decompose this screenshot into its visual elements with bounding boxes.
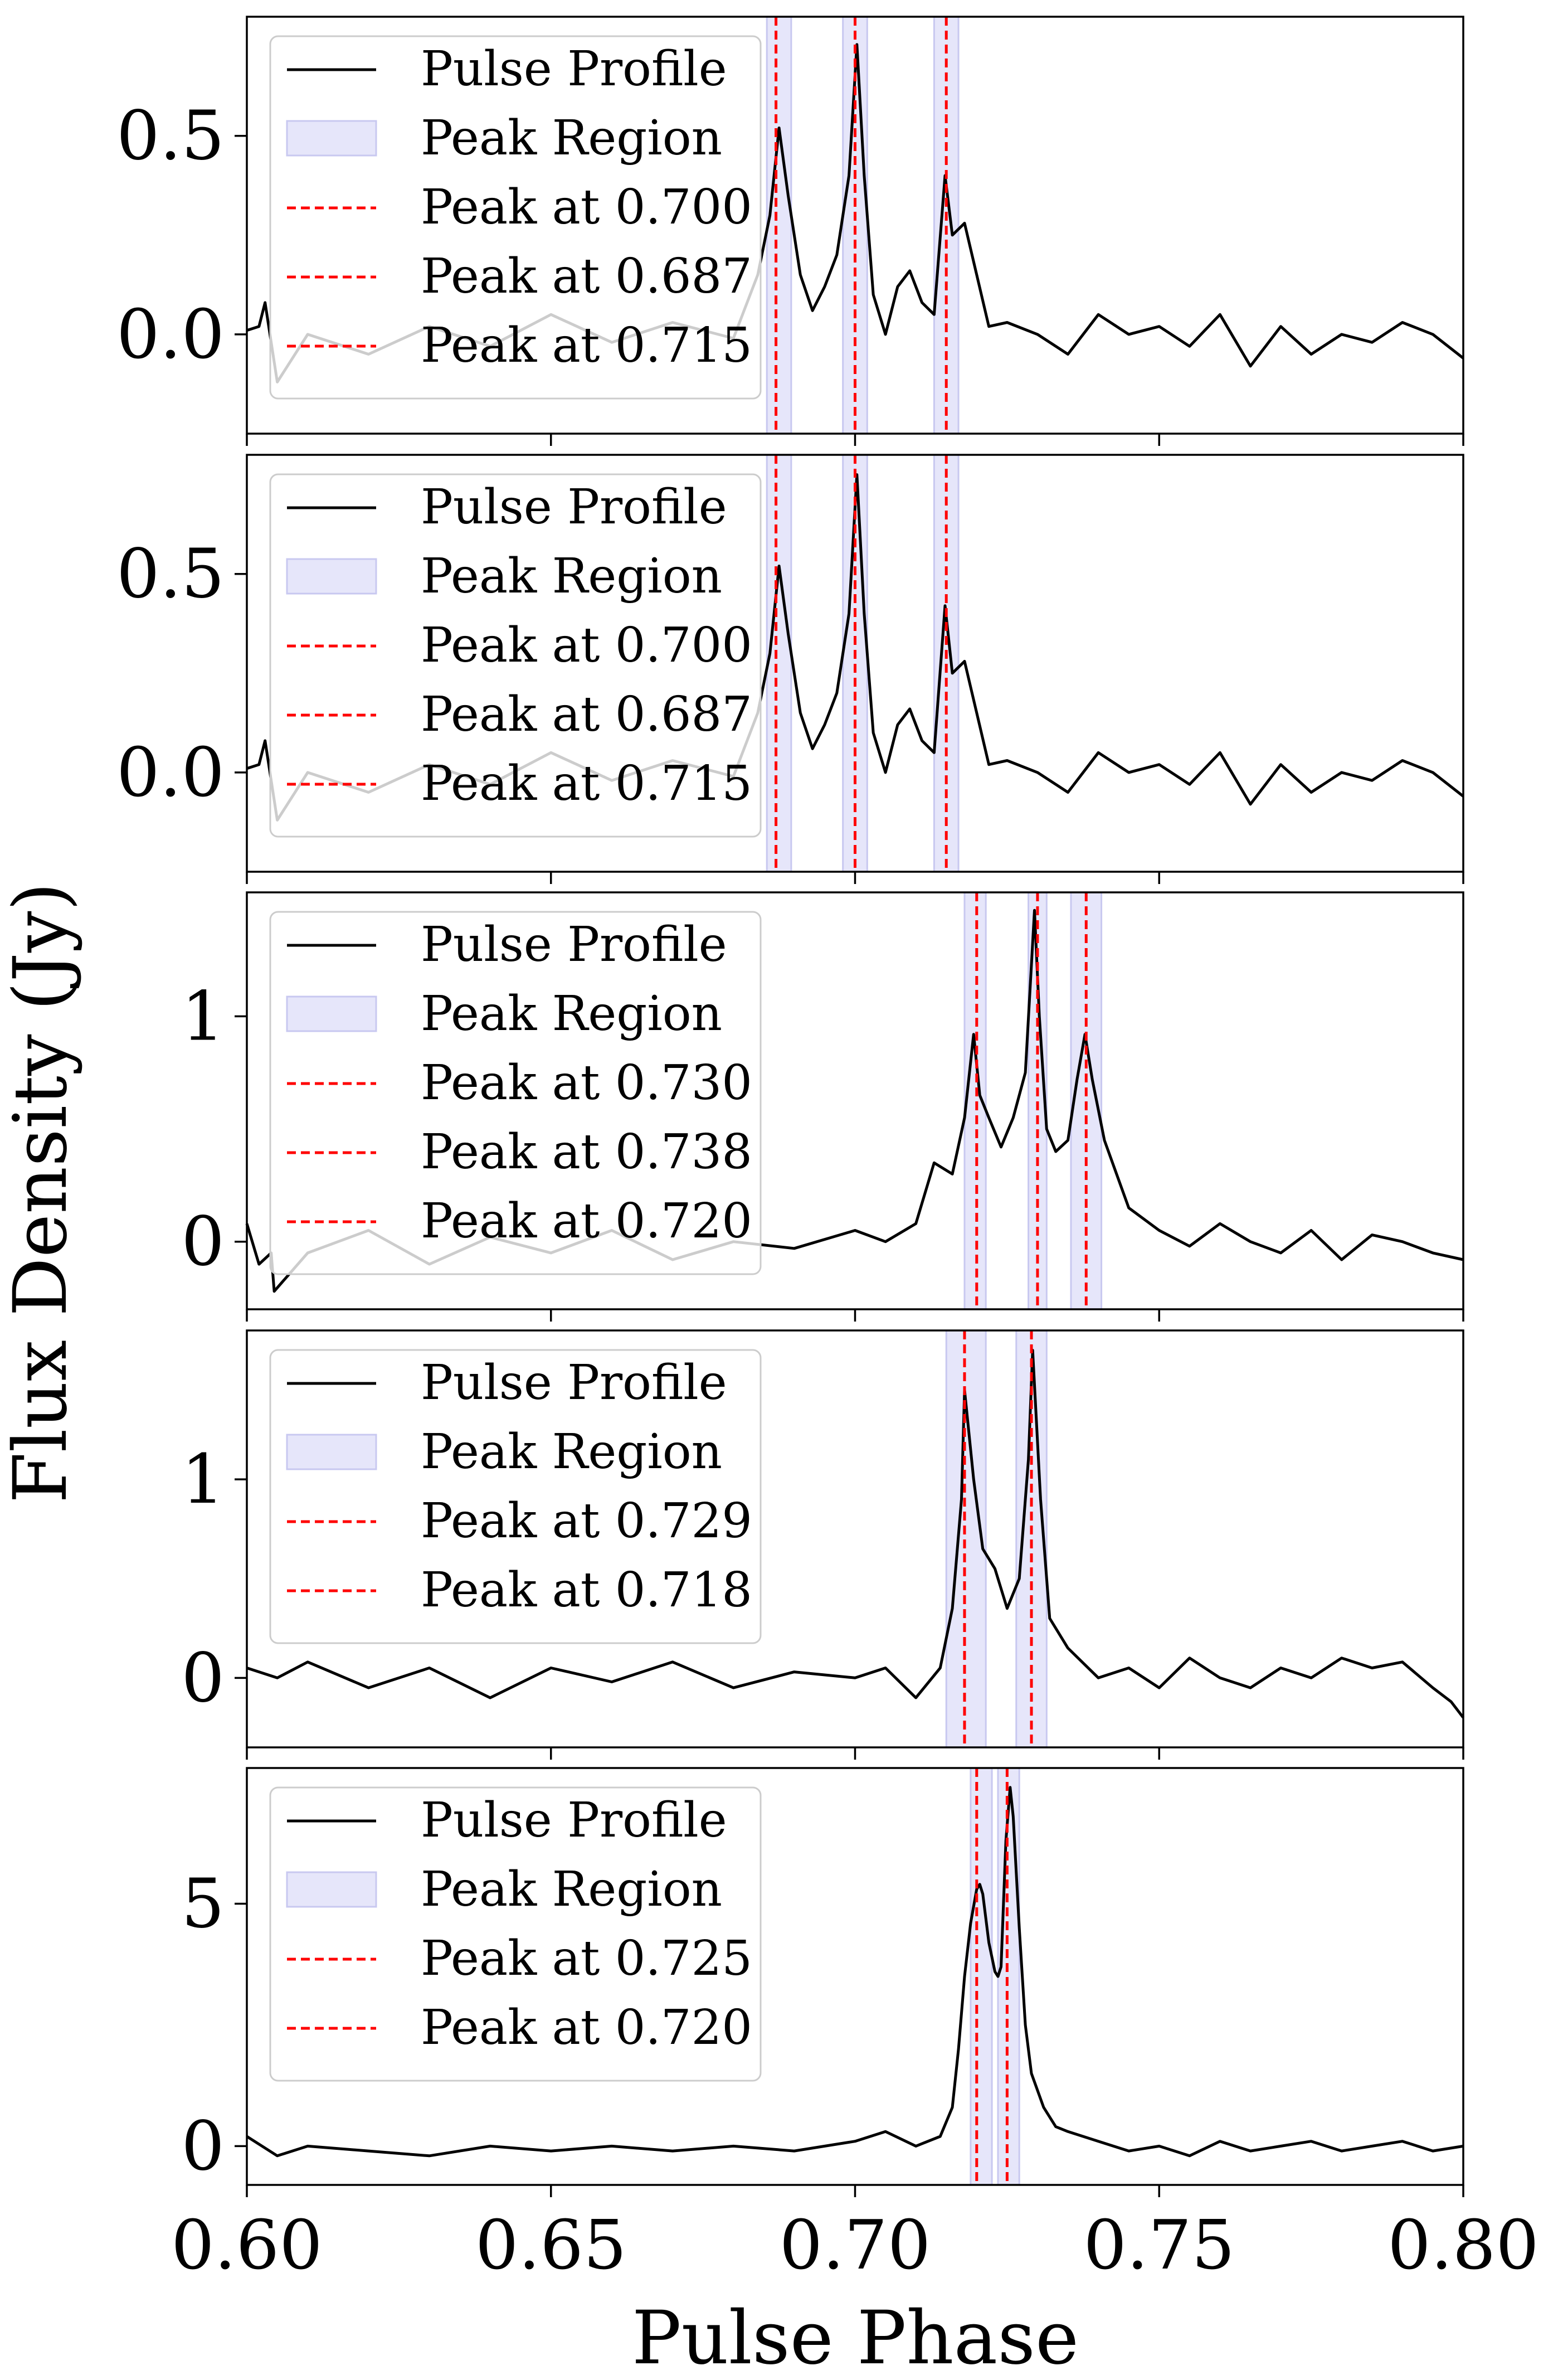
legend-label: Peak Region — [421, 1424, 722, 1480]
panel-1: 0.0 0.5 Pulse Profile Peak Region Peak at 0.… — [116, 16, 1464, 446]
legend: Pulse Profile Peak Region Peak at 0.729 Pea… — [269, 1349, 762, 1644]
y-tick-label: 0.0 — [116, 295, 225, 374]
legend-region-swatch — [286, 995, 377, 1032]
peak-region-span — [997, 1767, 1020, 2186]
legend-label: Pulse Profile — [421, 479, 727, 535]
y-axis-label: Flux Density (Jy) — [0, 882, 84, 1503]
y-tick-label: 0.0 — [116, 733, 225, 812]
legend-label: Pulse Profile — [421, 41, 727, 97]
legend-label: Peak at 0.700 — [421, 618, 752, 673]
legend-label: Peak at 0.720 — [421, 2000, 752, 2056]
legend-region-swatch — [286, 1871, 377, 1908]
legend-frame — [269, 1786, 762, 2082]
plot-area — [245, 891, 1464, 1310]
legend: Pulse Profile Peak Region Peak at 0.725 Pea… — [269, 1786, 762, 2082]
legend-label: Peak at 0.687 — [421, 249, 752, 304]
legend-label: Pulse Profile — [421, 1355, 727, 1411]
peak-region-span — [970, 1767, 993, 2186]
y-tick-label: 5 — [181, 1864, 225, 1944]
y-tick-label: 0 — [181, 2106, 225, 2185]
y-tick-label: 1 — [181, 1440, 225, 1519]
y-tick-label: 0.5 — [116, 535, 225, 614]
legend-label: Peak Region — [421, 548, 722, 604]
y-tick-label: 0 — [181, 1638, 225, 1717]
legend: Pulse Profile Peak Region Peak at 0.700 Pea… — [269, 473, 762, 838]
peak-region-span — [933, 454, 960, 873]
legend-label: Pulse Profile — [421, 917, 727, 973]
legend-label: Peak at 0.715 — [421, 756, 752, 812]
panel-5: 0.60 0.65 0.70 0.75 0.80 0 5 Pulse Profile Peak … — [171, 1767, 1539, 2285]
y-tick-label: 1 — [181, 977, 225, 1056]
legend-label: Pulse Profile — [421, 1793, 727, 1848]
panel-2: 0.0 0.5 Pulse Profile Peak Region Peak at 0.… — [116, 454, 1464, 884]
x-tick-label: 0.60 — [171, 2206, 323, 2285]
pulse-profile-line — [246, 1786, 1464, 2158]
panels-group: 0.0 0.5 Pulse Profile Peak Region Peak at 0.… — [116, 16, 1539, 2285]
legend-label: Peak at 0.720 — [421, 1193, 752, 1249]
legend-region-swatch — [286, 120, 377, 157]
x-tick-label: 0.80 — [1387, 2206, 1539, 2285]
legend-label: Peak at 0.725 — [421, 1931, 752, 1986]
legend-label: Peak Region — [421, 110, 722, 166]
peak-region-span — [766, 16, 792, 435]
legend-frame — [269, 911, 762, 1275]
legend-label: Peak at 0.715 — [421, 318, 752, 373]
legend-label: Peak at 0.700 — [421, 179, 752, 235]
legend: Pulse Profile Peak Region Peak at 0.700 Pea… — [269, 35, 762, 400]
peak-region-span — [766, 454, 792, 873]
legend-label: Peak at 0.718 — [421, 1562, 752, 1618]
legend-frame — [269, 35, 762, 400]
x-tick-label: 0.65 — [475, 2206, 627, 2285]
x-tick-label: 0.75 — [1083, 2206, 1235, 2285]
legend: Pulse Profile Peak Region Peak at 0.730 Pea… — [269, 911, 762, 1275]
legend-label: Peak at 0.738 — [421, 1124, 752, 1180]
y-tick-label: 0 — [181, 1202, 225, 1281]
legend-frame — [269, 473, 762, 838]
legend-region-swatch — [286, 1434, 377, 1470]
x-tick-label: 0.70 — [780, 2206, 931, 2285]
legend-label: Peak Region — [421, 1862, 722, 1917]
legend-label: Peak at 0.687 — [421, 687, 752, 742]
plot-area — [246, 1767, 1464, 2186]
x-axis-label: Pulse Phase — [632, 2295, 1079, 2380]
legend-label: Peak at 0.729 — [421, 1493, 752, 1549]
plot-area — [246, 1329, 1464, 1748]
pulse-profile-line — [246, 1349, 1464, 1719]
legend-frame — [269, 1349, 762, 1644]
legend-label: Peak at 0.730 — [421, 1055, 752, 1111]
legend-label: Peak Region — [421, 986, 722, 1042]
legend-region-swatch — [286, 558, 377, 595]
y-tick-label: 0.5 — [116, 96, 225, 176]
